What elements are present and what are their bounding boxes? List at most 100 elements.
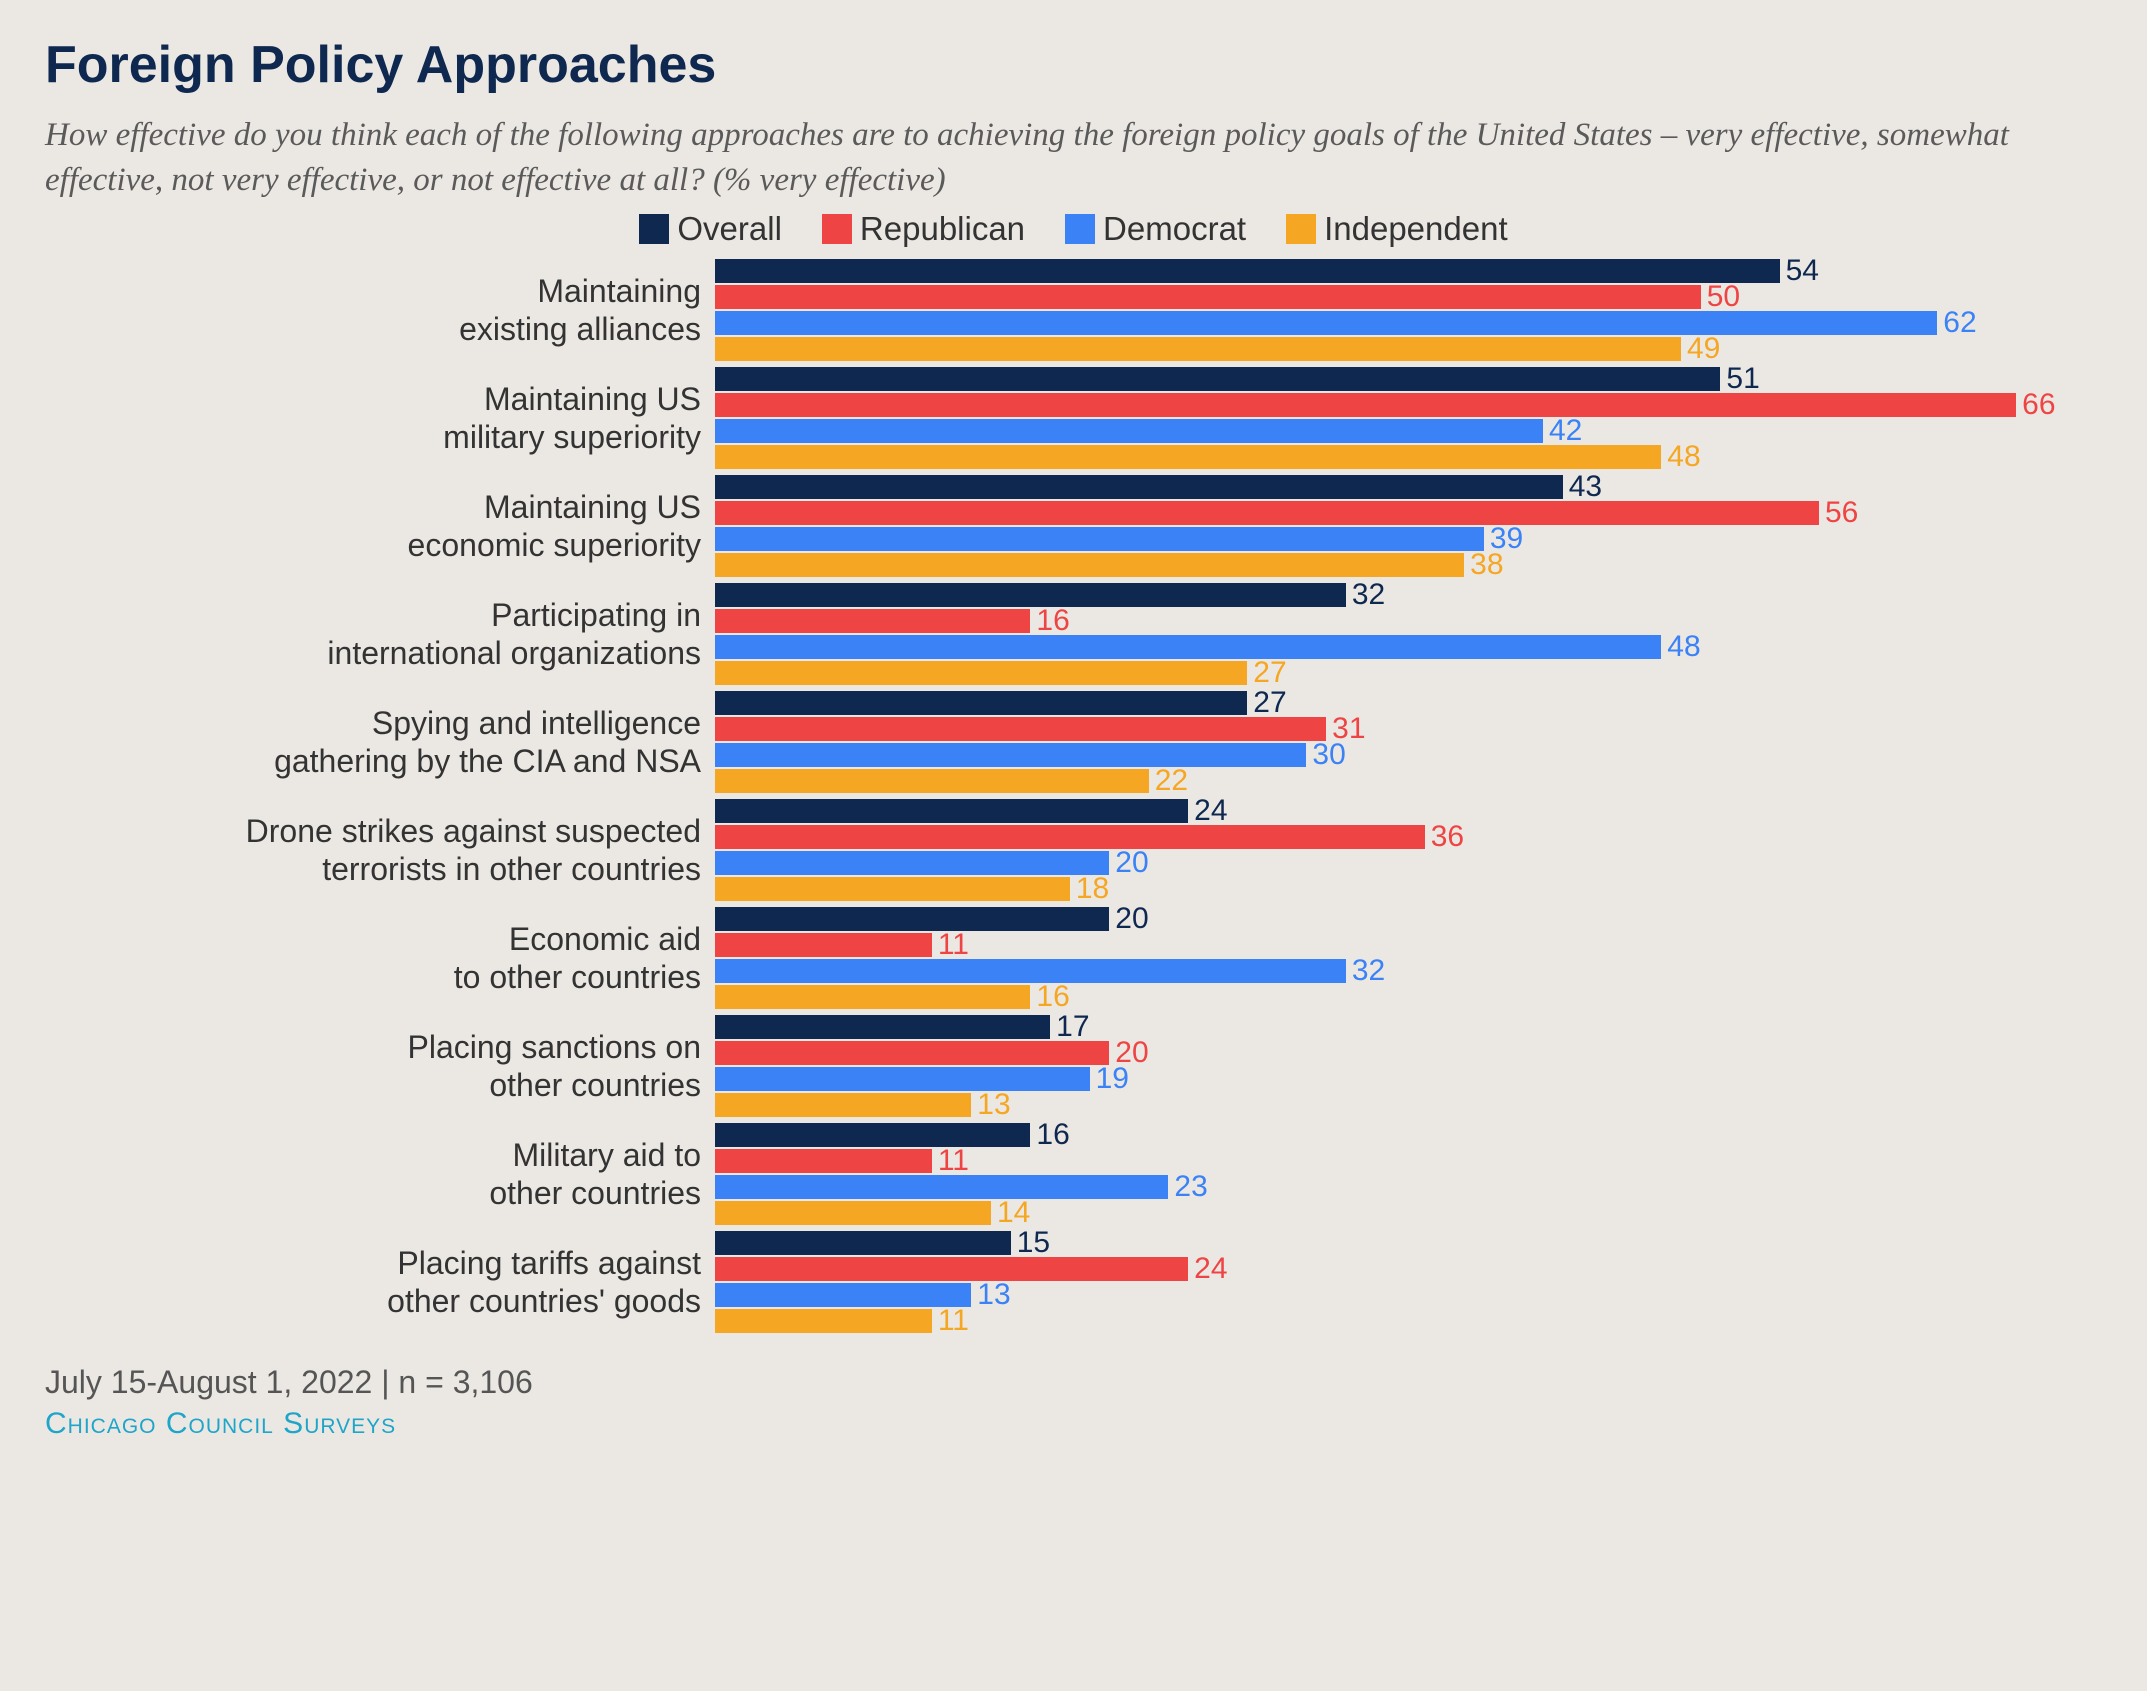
bars-container: 54506249 bbox=[715, 258, 2102, 362]
bar-value-republican: 16 bbox=[1030, 606, 1069, 636]
bar-row-democrat: 39 bbox=[715, 526, 2102, 552]
bar-row-democrat: 20 bbox=[715, 850, 2102, 876]
bars-container: 43563938 bbox=[715, 474, 2102, 578]
bar-row-independent: 38 bbox=[715, 552, 2102, 578]
bar-row-overall: 15 bbox=[715, 1230, 2102, 1256]
bar-row-democrat: 19 bbox=[715, 1066, 2102, 1092]
bar-value-independent: 22 bbox=[1149, 766, 1188, 796]
bar-row-overall: 32 bbox=[715, 582, 2102, 608]
bar-overall bbox=[715, 259, 1780, 283]
category-label: Participating ininternational organizati… bbox=[45, 596, 715, 673]
bar-independent bbox=[715, 445, 1661, 469]
bar-overall bbox=[715, 907, 1109, 931]
bar-democrat bbox=[715, 959, 1346, 983]
bar-row-democrat: 42 bbox=[715, 418, 2102, 444]
bars-container: 24362018 bbox=[715, 798, 2102, 902]
bar-republican bbox=[715, 1149, 932, 1173]
legend-label-republican: Republican bbox=[860, 210, 1025, 248]
chart-group: Spying and intelligencegathering by the … bbox=[45, 690, 2102, 794]
legend-item-republican: Republican bbox=[822, 210, 1025, 248]
bars-container: 17201913 bbox=[715, 1014, 2102, 1118]
bar-value-independent: 48 bbox=[1661, 442, 1700, 472]
bar-independent bbox=[715, 553, 1464, 577]
legend-label-independent: Independent bbox=[1324, 210, 1508, 248]
chart-group: Military aid toother countries16112314 bbox=[45, 1122, 2102, 1226]
bar-value-democrat: 30 bbox=[1306, 740, 1345, 770]
category-label: Economic aidto other countries bbox=[45, 920, 715, 997]
bar-row-democrat: 23 bbox=[715, 1174, 2102, 1200]
category-label: Maintaining USmilitary superiority bbox=[45, 380, 715, 457]
bar-republican bbox=[715, 285, 1701, 309]
bar-republican bbox=[715, 1257, 1188, 1281]
bar-republican bbox=[715, 393, 2016, 417]
bars-container: 16112314 bbox=[715, 1122, 2102, 1226]
bar-democrat bbox=[715, 1283, 971, 1307]
chart-group: Maintaining USmilitary superiority 51 66 42… bbox=[45, 366, 2102, 470]
bars-container: 51 66 42 48 bbox=[715, 366, 2102, 470]
bar-overall bbox=[715, 799, 1188, 823]
bar-value-independent: 13 bbox=[971, 1090, 1010, 1120]
bar-republican bbox=[715, 609, 1030, 633]
bar-row-republican: 66 bbox=[715, 392, 2102, 418]
bar-row-republican: 11 bbox=[715, 932, 2102, 958]
chart-group: Participating ininternational organizati… bbox=[45, 582, 2102, 686]
chart-group: Economic aidto other countries20113216 bbox=[45, 906, 2102, 1010]
chart-subtitle: How effective do you think each of the f… bbox=[45, 113, 2102, 202]
legend-item-overall: Overall bbox=[639, 210, 782, 248]
category-label: Military aid toother countries bbox=[45, 1136, 715, 1213]
bar-democrat bbox=[715, 1067, 1090, 1091]
bar-democrat bbox=[715, 851, 1109, 875]
bar-value-democrat: 23 bbox=[1168, 1172, 1207, 1202]
bar-independent bbox=[715, 1201, 991, 1225]
bar-row-republican: 36 bbox=[715, 824, 2102, 850]
category-label: Placing sanctions onother countries bbox=[45, 1028, 715, 1105]
bar-row-overall: 27 bbox=[715, 690, 2102, 716]
bar-chart: Maintainingexisting alliances54506249Mai… bbox=[45, 258, 2102, 1334]
category-label: Maintainingexisting alliances bbox=[45, 272, 715, 349]
bar-value-republican: 66 bbox=[2016, 390, 2055, 420]
bar-independent bbox=[715, 661, 1247, 685]
bar-row-independent: 11 bbox=[715, 1308, 2102, 1334]
bar-value-democrat: 32 bbox=[1346, 956, 1385, 986]
bar-value-republican: 50 bbox=[1701, 282, 1740, 312]
bar-overall bbox=[715, 1015, 1050, 1039]
legend-swatch-independent bbox=[1286, 214, 1316, 244]
bar-value-republican: 36 bbox=[1425, 822, 1464, 852]
bar-value-overall: 51 bbox=[1720, 364, 1759, 394]
bar-row-overall: 43 bbox=[715, 474, 2102, 500]
bar-value-democrat: 42 bbox=[1543, 416, 1582, 446]
bar-value-republican: 56 bbox=[1819, 498, 1858, 528]
bar-value-overall: 16 bbox=[1030, 1120, 1069, 1150]
bar-republican bbox=[715, 1041, 1109, 1065]
bar-independent bbox=[715, 985, 1030, 1009]
chart-group: Placing sanctions onother countries17201… bbox=[45, 1014, 2102, 1118]
bar-value-independent: 18 bbox=[1070, 874, 1109, 904]
bar-value-democrat: 19 bbox=[1090, 1064, 1129, 1094]
bar-overall bbox=[715, 691, 1247, 715]
footer-date: July 15-August 1, 2022 | n = 3,106 bbox=[45, 1364, 2102, 1401]
bar-row-independent: 49 bbox=[715, 336, 2102, 362]
bar-value-overall: 17 bbox=[1050, 1012, 1089, 1042]
bar-row-republican: 31 bbox=[715, 716, 2102, 742]
bar-democrat bbox=[715, 311, 1937, 335]
bar-overall bbox=[715, 583, 1346, 607]
bar-republican bbox=[715, 825, 1425, 849]
bar-overall bbox=[715, 367, 1720, 391]
bar-value-republican: 24 bbox=[1188, 1254, 1227, 1284]
bars-container: 32164827 bbox=[715, 582, 2102, 686]
bar-value-overall: 15 bbox=[1011, 1228, 1050, 1258]
bar-democrat bbox=[715, 1175, 1168, 1199]
bar-value-republican: 11 bbox=[932, 930, 969, 960]
legend-swatch-democrat bbox=[1065, 214, 1095, 244]
legend-label-democrat: Democrat bbox=[1103, 210, 1246, 248]
bar-independent bbox=[715, 877, 1070, 901]
bars-container: 20113216 bbox=[715, 906, 2102, 1010]
bar-value-overall: 20 bbox=[1109, 904, 1148, 934]
bar-row-republican: 50 bbox=[715, 284, 2102, 310]
bar-value-democrat: 48 bbox=[1661, 632, 1700, 662]
bar-row-independent: 13 bbox=[715, 1092, 2102, 1118]
bar-row-overall: 20 bbox=[715, 906, 2102, 932]
chart-group: Placing tariffs againstother countries' … bbox=[45, 1230, 2102, 1334]
bar-value-overall: 54 bbox=[1780, 256, 1819, 286]
bar-independent bbox=[715, 1309, 932, 1333]
